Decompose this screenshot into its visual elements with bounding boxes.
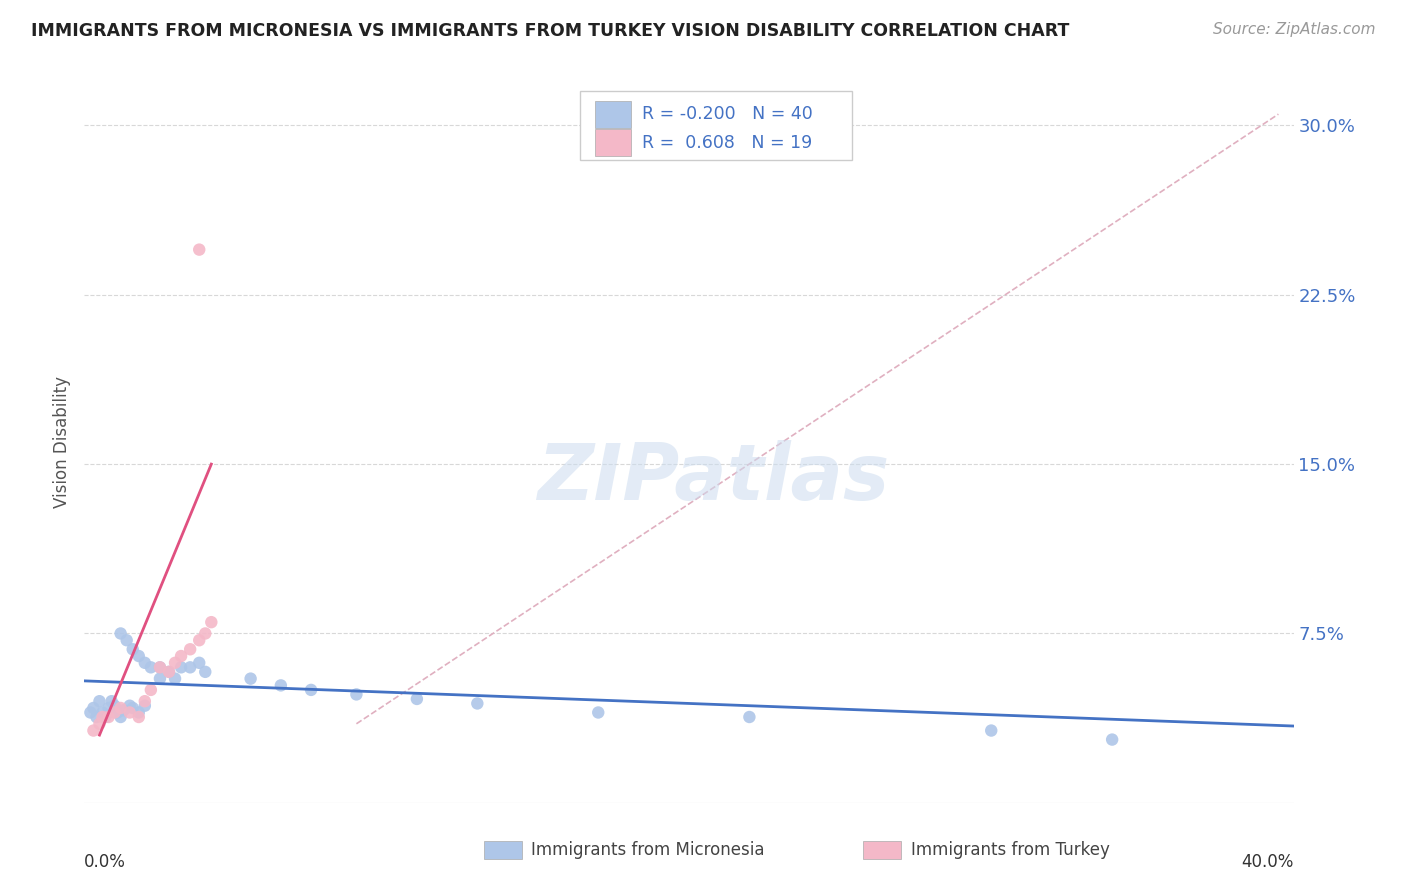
Y-axis label: Vision Disability: Vision Disability [53,376,72,508]
Point [980,723,1002,738]
Point [134,694,156,708]
Point [467,697,489,711]
Point [97,701,120,715]
Point [179,660,201,674]
Point [89,694,111,708]
FancyBboxPatch shape [581,91,852,160]
Text: Immigrants from Micronesia: Immigrants from Micronesia [531,841,765,859]
FancyBboxPatch shape [595,129,631,156]
Point [139,660,162,674]
Point [112,703,135,717]
Point [110,626,132,640]
Point [149,660,172,674]
Text: Immigrants from Turkey: Immigrants from Turkey [911,841,1109,859]
Point [194,626,217,640]
Point [82,723,104,738]
Point [170,660,193,674]
Text: Source: ZipAtlas.com: Source: ZipAtlas.com [1212,22,1375,37]
Point [194,665,217,679]
Point [149,672,172,686]
Point [110,710,132,724]
Text: 40.0%: 40.0% [1241,854,1294,871]
Point [134,698,156,713]
FancyBboxPatch shape [595,101,631,128]
Point [165,672,187,686]
Point [115,633,138,648]
Point [239,672,262,686]
Point [91,710,114,724]
Point [110,701,132,715]
Point [188,633,211,648]
Point [121,701,143,715]
Point [406,692,429,706]
Text: R = -0.200   N = 40: R = -0.200 N = 40 [641,105,813,123]
Point [188,656,211,670]
Text: ZIPatlas: ZIPatlas [537,440,889,516]
Point [346,687,368,701]
Point [157,665,180,679]
Text: 0.0%: 0.0% [84,854,127,871]
Point [121,642,143,657]
Point [100,694,122,708]
Point [738,710,761,724]
Point [91,706,114,720]
Text: R =  0.608   N = 19: R = 0.608 N = 19 [641,134,813,152]
Point [82,701,104,715]
Point [157,665,180,679]
Point [188,243,211,257]
Text: IMMIGRANTS FROM MICRONESIA VS IMMIGRANTS FROM TURKEY VISION DISABILITY CORRELATI: IMMIGRANTS FROM MICRONESIA VS IMMIGRANTS… [31,22,1070,40]
Point [270,678,292,692]
Point [94,710,117,724]
Point [118,698,141,713]
Point [128,706,150,720]
Point [139,682,162,697]
Point [200,615,222,630]
Point [104,698,127,713]
Point [149,660,172,674]
Point [89,716,111,731]
Point [179,642,201,657]
Point [299,682,322,697]
Point [170,648,193,663]
Point [588,706,610,720]
Point [97,710,120,724]
Point [79,706,101,720]
Point [165,656,187,670]
Point [107,706,129,720]
Point [118,706,141,720]
Point [1101,732,1123,747]
Point [128,710,150,724]
Point [86,710,108,724]
Point [134,656,156,670]
Point [104,706,127,720]
Point [128,648,150,663]
